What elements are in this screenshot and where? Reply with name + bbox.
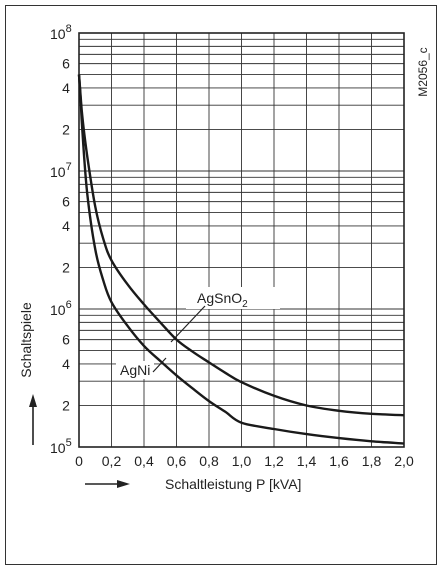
x-tick-label: 1,0	[232, 453, 252, 469]
y-tick-label: 2	[62, 397, 70, 413]
series-label-leader	[170, 305, 206, 343]
plot-border	[78, 32, 405, 448]
series-layer: AgSnO2 AgNi	[77, 74, 405, 445]
y-tick-label: 106	[50, 299, 72, 318]
series-label-background	[116, 361, 154, 379]
series-line-agni	[77, 74, 405, 445]
figure-code: M2056_c	[416, 47, 430, 96]
y-axis-label: Schaltspiele	[18, 302, 34, 378]
series-label-leader	[152, 357, 167, 373]
y-tick-label: 6	[62, 194, 70, 210]
series-line-agsno2	[77, 74, 405, 417]
y-tick-label: 6	[62, 332, 70, 348]
x-tick-label: 0,2	[102, 453, 122, 469]
x-tick-label: 2,0	[394, 453, 414, 469]
grid	[78, 33, 405, 448]
x-tick-label: 1,4	[297, 453, 317, 469]
x-tick-label: 1,8	[362, 453, 382, 469]
y-tick-label: 2	[62, 121, 70, 137]
y-tick-label: 4	[62, 80, 70, 96]
y-tick-label: 4	[62, 356, 70, 372]
y-tick-label: 2	[62, 259, 70, 275]
y-tick-label: 108	[50, 23, 72, 42]
x-tick-label: 1,6	[329, 453, 349, 469]
y-axis-arrow	[29, 394, 37, 445]
tick-labels: 0 0,2 0,4 0,6 0,8 1,0 1,2 1,4 1,6 1,8 2,0 105 2 4 6 106…	[50, 23, 414, 469]
x-tick-label: 0,4	[134, 453, 154, 469]
y-tick-label: 107	[50, 161, 72, 180]
series-label-agni: AgNi	[120, 362, 150, 378]
figure-frame	[5, 5, 437, 565]
y-tick-label: 6	[62, 56, 70, 72]
y-tick-label: 105	[50, 437, 72, 456]
series-label-background	[186, 287, 280, 309]
series-label-agsno2: AgSnO2	[197, 290, 248, 310]
x-axis-arrow	[85, 480, 130, 488]
x-axis-label: Schaltleistung P [kVA]	[165, 476, 301, 492]
x-tick-label: 0,6	[167, 453, 187, 469]
y-tick-label: 4	[62, 218, 70, 234]
x-tick-label: 1,2	[264, 453, 284, 469]
x-tick-label: 0,8	[199, 453, 219, 469]
x-tick-label: 0	[75, 453, 83, 469]
